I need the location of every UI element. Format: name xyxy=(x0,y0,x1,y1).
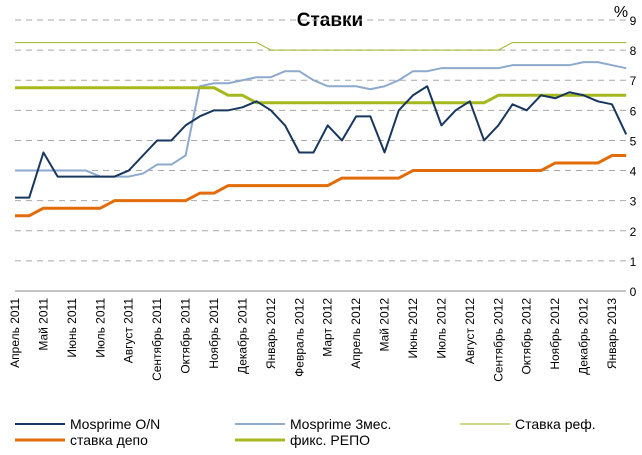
y-axis-label: % xyxy=(614,4,628,21)
y-tick-label: 7 xyxy=(630,74,637,88)
y-tick-label: 3 xyxy=(630,195,637,209)
x-tick-label: Июль 2011 xyxy=(93,298,107,358)
x-tick-label: Август 2012 xyxy=(463,298,477,364)
x-tick-label: Апрель 2011 xyxy=(8,298,22,368)
y-tick-label: 5 xyxy=(630,134,637,148)
y-tick-label: 8 xyxy=(630,44,637,58)
y-tick-label: 4 xyxy=(630,165,637,179)
x-tick-label: Февраль 2012 xyxy=(292,298,306,377)
chart-title: Ставки xyxy=(297,10,363,31)
y-tick-label: 6 xyxy=(630,104,637,118)
x-tick-label: Сентябрь 2012 xyxy=(491,298,505,382)
series-line xyxy=(15,85,628,199)
series-line xyxy=(15,154,627,218)
x-tick-label: Декабрь 2012 xyxy=(577,298,591,375)
x-tick-label: Май 2011 xyxy=(36,298,50,351)
legend-label: Mosprime O/N xyxy=(70,416,160,432)
y-tick-label: 0 xyxy=(630,285,637,299)
y-tick-label: 1 xyxy=(630,255,637,269)
x-tick-label: Ноябрь 2012 xyxy=(548,298,562,370)
x-tick-label: Июнь 2012 xyxy=(406,298,420,359)
y-tick-label: 2 xyxy=(630,225,637,239)
x-tick-label: Ноябрь 2011 xyxy=(207,298,221,369)
x-tick-label: Август 2011 xyxy=(122,298,136,364)
x-tick-label: Июль 2012 xyxy=(434,298,448,359)
x-tick-label: Июнь 2011 xyxy=(65,298,79,358)
x-tick-label: Октябрь 2012 xyxy=(520,298,534,375)
legend-label: фикс. РЕПО xyxy=(290,432,370,448)
series-line xyxy=(15,61,627,178)
x-tick-label: Январь 2012 xyxy=(264,298,278,369)
legend-label: Mosprime 3мес. xyxy=(290,416,391,432)
x-tick-label: Январь 2013 xyxy=(605,298,619,369)
y-tick-label: 9 xyxy=(630,14,637,28)
x-tick-label: Октябрь 2011 xyxy=(179,298,193,374)
series-line xyxy=(15,86,627,105)
x-tick-label: Май 2012 xyxy=(378,298,392,352)
legend-label: ставка депо xyxy=(70,432,148,448)
x-tick-label: Апрель 2012 xyxy=(349,298,363,369)
legend-label: Ставка реф. xyxy=(515,416,596,432)
x-tick-label: Март 2012 xyxy=(321,298,335,357)
x-tick-label: Декабрь 2011 xyxy=(235,298,249,374)
x-tick-label: Сентябрь 2011 xyxy=(150,298,164,381)
series-line xyxy=(15,42,627,51)
